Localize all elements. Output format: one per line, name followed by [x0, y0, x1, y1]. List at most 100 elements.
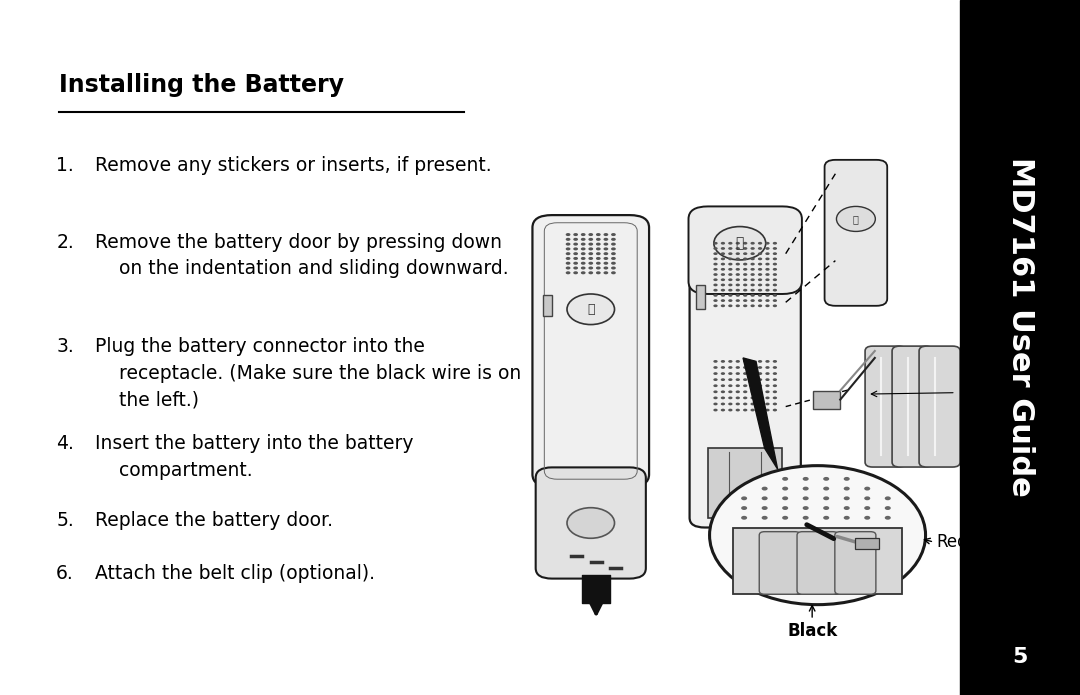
Circle shape [728, 257, 732, 261]
Circle shape [720, 391, 725, 393]
Circle shape [743, 247, 747, 250]
Circle shape [573, 266, 578, 270]
Circle shape [728, 402, 732, 405]
Circle shape [566, 271, 570, 275]
Circle shape [735, 304, 740, 307]
Text: Red: Red [936, 533, 968, 551]
Circle shape [751, 257, 755, 261]
Circle shape [751, 242, 755, 245]
Circle shape [589, 247, 593, 250]
Circle shape [714, 402, 717, 405]
Circle shape [611, 233, 616, 236]
Circle shape [714, 279, 717, 281]
Circle shape [596, 271, 600, 275]
Circle shape [735, 252, 740, 255]
Circle shape [728, 284, 732, 286]
Circle shape [720, 252, 725, 255]
Circle shape [714, 373, 717, 375]
Circle shape [772, 402, 778, 405]
Circle shape [837, 206, 875, 231]
Bar [733, 528, 902, 594]
Circle shape [720, 294, 725, 297]
Circle shape [772, 284, 778, 286]
Circle shape [751, 304, 755, 307]
Circle shape [589, 271, 593, 275]
Circle shape [735, 384, 740, 387]
Circle shape [766, 396, 770, 399]
Circle shape [782, 496, 788, 500]
Circle shape [743, 366, 747, 369]
Circle shape [714, 300, 717, 302]
Circle shape [758, 391, 762, 393]
Circle shape [758, 257, 762, 261]
Circle shape [611, 271, 616, 275]
Circle shape [596, 243, 600, 245]
Circle shape [720, 268, 725, 271]
Circle shape [720, 373, 725, 375]
Circle shape [751, 391, 755, 393]
Circle shape [567, 507, 615, 538]
Circle shape [843, 506, 850, 510]
Circle shape [782, 506, 788, 510]
Circle shape [604, 238, 608, 241]
Circle shape [758, 294, 762, 297]
Circle shape [728, 373, 732, 375]
Circle shape [573, 247, 578, 250]
Circle shape [864, 496, 870, 500]
Circle shape [772, 360, 778, 363]
Circle shape [566, 262, 570, 265]
Circle shape [714, 304, 717, 307]
Circle shape [714, 409, 717, 411]
Circle shape [751, 268, 755, 271]
Circle shape [735, 294, 740, 297]
Circle shape [766, 273, 770, 276]
Circle shape [735, 289, 740, 292]
Circle shape [573, 271, 578, 275]
Circle shape [720, 396, 725, 399]
Circle shape [782, 486, 788, 491]
Circle shape [728, 242, 732, 245]
Circle shape [604, 271, 608, 275]
Circle shape [823, 496, 829, 500]
Circle shape [758, 279, 762, 281]
Circle shape [573, 243, 578, 245]
Circle shape [843, 496, 850, 500]
Circle shape [766, 257, 770, 261]
Circle shape [714, 289, 717, 292]
Circle shape [589, 238, 593, 241]
Circle shape [766, 384, 770, 387]
Circle shape [566, 247, 570, 250]
Circle shape [772, 257, 778, 261]
Circle shape [823, 486, 829, 491]
Circle shape [714, 396, 717, 399]
Circle shape [758, 289, 762, 292]
Polygon shape [743, 358, 778, 469]
Text: Remove any stickers or inserts, if present.: Remove any stickers or inserts, if prese… [95, 156, 491, 175]
Circle shape [735, 366, 740, 369]
Circle shape [772, 391, 778, 393]
Circle shape [589, 233, 593, 236]
Bar [696, 285, 704, 309]
Circle shape [720, 289, 725, 292]
Circle shape [714, 247, 717, 250]
Circle shape [581, 243, 585, 245]
FancyBboxPatch shape [825, 160, 887, 306]
Circle shape [766, 284, 770, 286]
Circle shape [766, 263, 770, 265]
Circle shape [843, 477, 850, 481]
Circle shape [743, 273, 747, 276]
Circle shape [758, 366, 762, 369]
Circle shape [604, 262, 608, 265]
Circle shape [581, 252, 585, 255]
Circle shape [751, 360, 755, 363]
Circle shape [823, 516, 829, 520]
Circle shape [772, 273, 778, 276]
Circle shape [772, 289, 778, 292]
Circle shape [743, 263, 747, 265]
Circle shape [596, 238, 600, 241]
Circle shape [714, 268, 717, 271]
Text: 6.: 6. [56, 564, 73, 583]
Circle shape [735, 391, 740, 393]
Circle shape [885, 506, 891, 510]
Circle shape [720, 300, 725, 302]
